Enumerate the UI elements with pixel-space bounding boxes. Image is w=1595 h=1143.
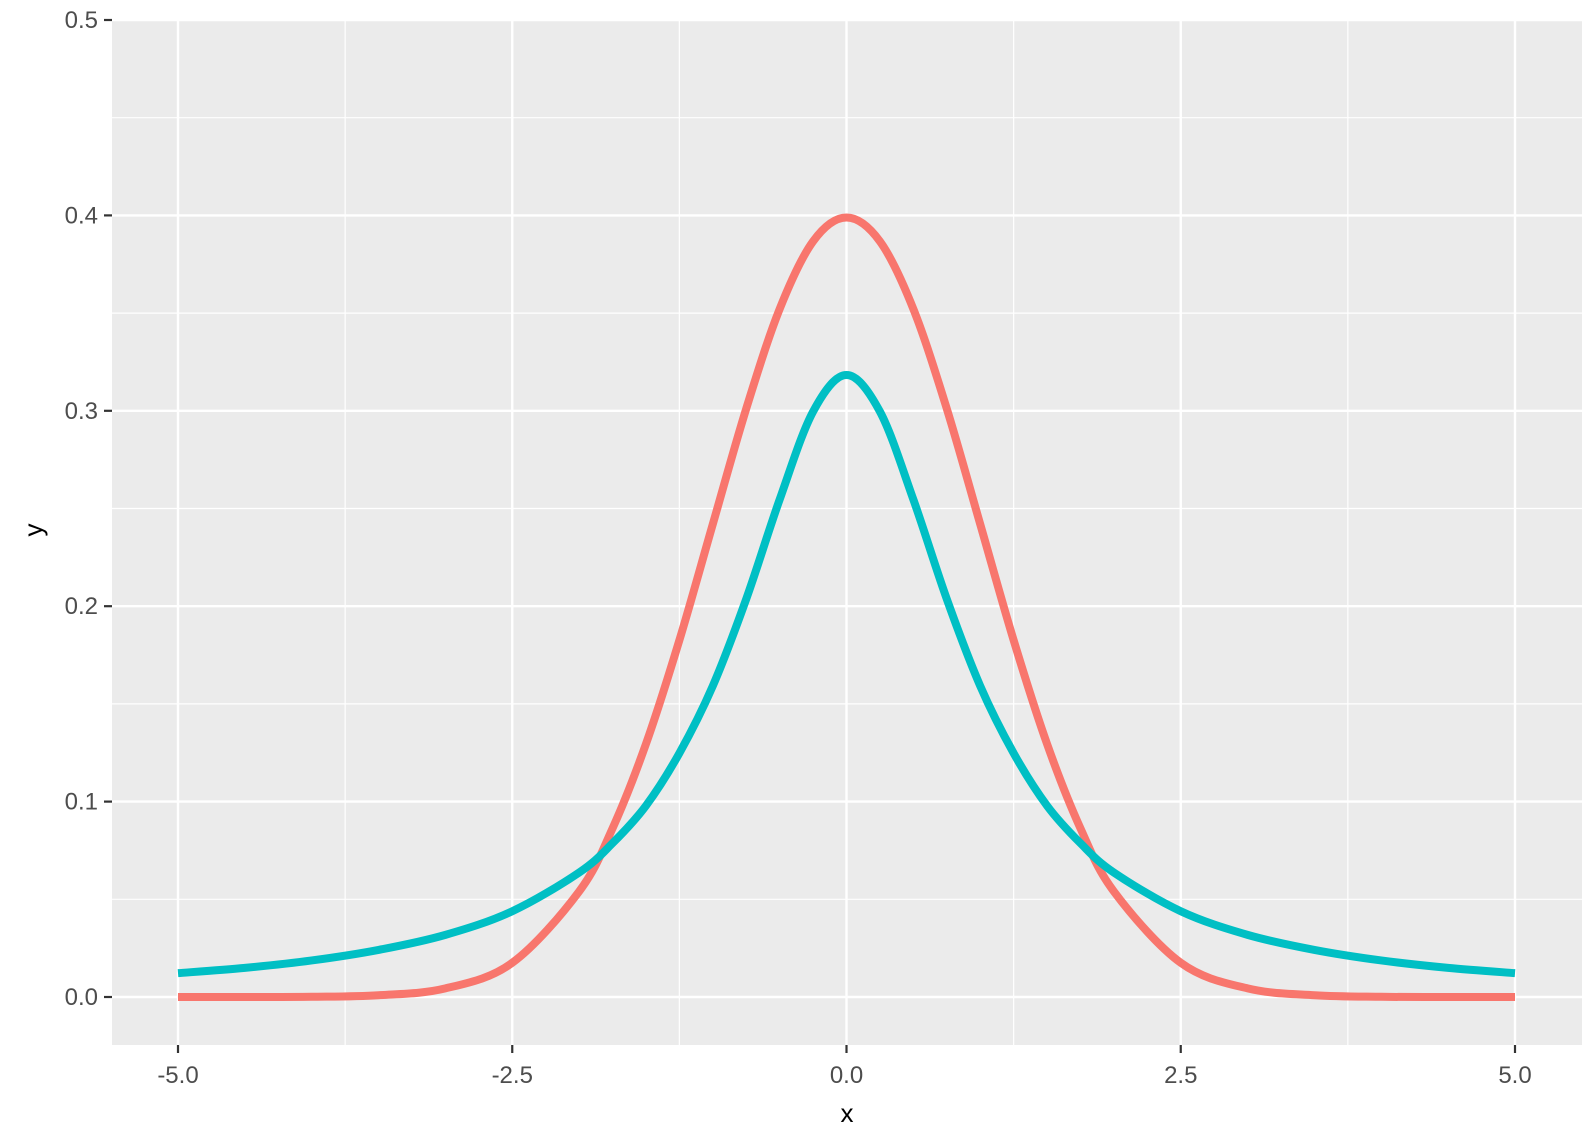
y-tick-label: 0.0 — [65, 984, 98, 1011]
y-tick-label: 0.4 — [65, 202, 98, 229]
y-axis-title: y — [18, 524, 48, 537]
series-layer — [177, 213, 1516, 1002]
x-tick-label: 5.0 — [1498, 1062, 1531, 1089]
x-tick-label: -2.5 — [492, 1062, 533, 1089]
y-tick-label: 0.1 — [65, 789, 98, 816]
axis-layer: 0.0 0.1 0.2 0.3 0.4 0.5 -5.0 -2.5 0.0 2.5 5.0 — [65, 7, 1532, 1089]
series-line-1 — [177, 213, 1516, 1002]
y-tick-label: 0.5 — [65, 7, 98, 34]
x-tick-label: -5.0 — [157, 1062, 198, 1089]
y-tick-label: 0.3 — [65, 398, 98, 425]
x-axis-title: x — [841, 1098, 854, 1128]
y-tick-label: 0.2 — [65, 593, 98, 620]
series-line-2 — [177, 371, 1516, 978]
x-tick-label: 0.0 — [830, 1062, 863, 1089]
x-tick-label: 2.5 — [1164, 1062, 1197, 1089]
major-gridlines — [112, 18, 1582, 1045]
